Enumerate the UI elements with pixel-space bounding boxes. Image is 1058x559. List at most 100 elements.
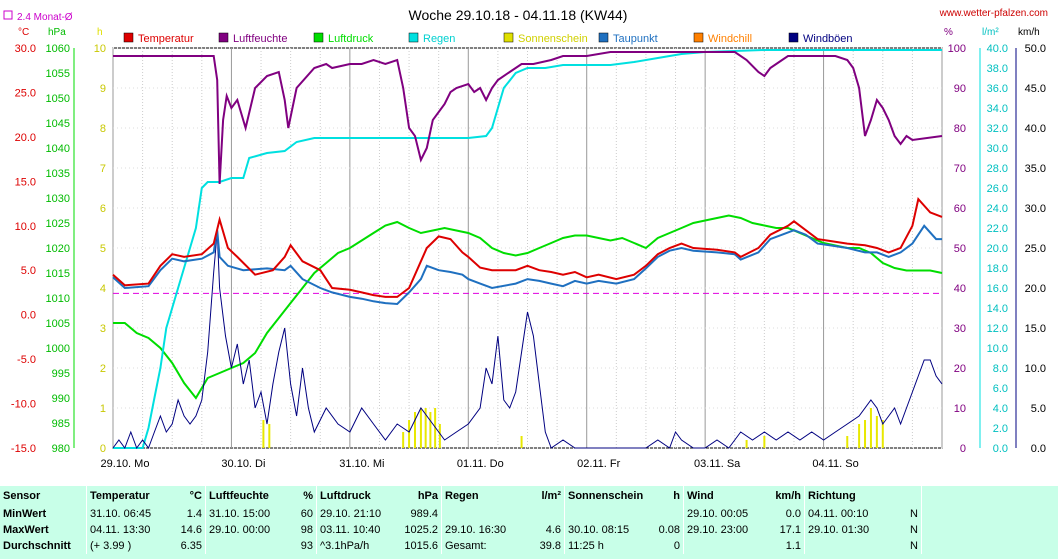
stats-filler [921, 538, 1058, 554]
stats-cell-sun_t [564, 506, 651, 522]
temp-tick: 15.0 [15, 176, 36, 188]
stats-cell-hum_v: 93 [300, 540, 313, 552]
humidity-tick: 10 [954, 403, 966, 415]
legend-swatch-3 [408, 32, 419, 43]
stats-cell-temp_v: 6.35 [180, 540, 202, 552]
sunshine-bar [424, 408, 427, 448]
legend-swatch-2 [313, 32, 324, 43]
temp-unit: °C [18, 27, 29, 38]
stats-cell-dir_t: 04.11. 00:10 [804, 506, 887, 522]
x-tick-label: 02.11. Fr [577, 458, 621, 470]
stats-cell-press_t: ^3.1hPa/h [316, 538, 397, 554]
wind-tick: 45.0 [1025, 83, 1046, 95]
sunshine-bar [520, 436, 523, 448]
stats-cell-wind_t [683, 538, 766, 554]
rain-tick: 40.0 [987, 43, 1008, 55]
rain-tick: 22.0 [987, 223, 1008, 235]
chart-legend: Temperatur Luftfeuchte Luftdruck Regen Sonne… [123, 32, 853, 45]
rain-tick: 26.0 [987, 183, 1008, 195]
stats-cell-sun_v: 0 [673, 540, 680, 552]
temp-tick: 30.0 [15, 43, 36, 55]
wind-tick: 40.0 [1025, 123, 1046, 135]
pressure-tick: 990 [52, 393, 70, 405]
pressure-tick: 1030 [46, 193, 70, 205]
x-tick-label: 03.11. Sa [694, 458, 741, 470]
stats-cell-rain_v: 39.8 [539, 540, 561, 552]
header-direction: Richtung [804, 486, 887, 506]
rain-tick: 0.0 [993, 443, 1008, 455]
sun-unit: h [97, 27, 103, 38]
humidity-tick: 40 [954, 283, 966, 295]
pressure-tick: 1055 [46, 68, 70, 80]
header-direction-spacer [887, 486, 922, 506]
header-rain-unit: l/m² [541, 490, 561, 502]
legend-swatch-1 [218, 32, 229, 43]
sunshine-bars [262, 408, 884, 448]
sun-tick: 4 [100, 283, 106, 295]
stats-cell-wind_t: 29.10. 00:05 [683, 506, 766, 522]
header-temp: Temperatur [86, 486, 175, 506]
header-humidity: Luftfeuchte [205, 486, 290, 506]
stats-cell-hum_t [205, 538, 290, 554]
legend-swatch-6 [693, 32, 704, 43]
stats-cell-wind_v: 17.1 [779, 524, 801, 536]
sunshine-bar [858, 424, 861, 448]
header-sun-unit: h [673, 490, 680, 502]
sun-tick: 8 [100, 123, 106, 135]
temp-tick: -10.0 [11, 399, 36, 411]
stats-filler [921, 522, 1058, 538]
wind-tick: 5.0 [1031, 403, 1046, 415]
temp-tick: 20.0 [15, 132, 36, 144]
sun-tick: 3 [100, 323, 106, 335]
humidity-tick: 100 [948, 43, 966, 55]
legend-swatch-7 [788, 32, 799, 43]
pressure-tick: 995 [52, 368, 70, 380]
sun-tick: 6 [100, 203, 106, 215]
legend-swatch-4 [503, 32, 514, 43]
sunshine-bar [429, 412, 432, 448]
sunshine-bar [864, 420, 867, 448]
rain-tick: 34.0 [987, 103, 1008, 115]
month-avg-label: 2.4 Monat-Ø [17, 12, 73, 23]
header-humidity-unit: % [303, 490, 313, 502]
stats-cell-hum_t: 31.10. 15:00 [205, 506, 290, 522]
sunshine-bar [402, 432, 405, 448]
sun-tick: 5 [100, 243, 106, 255]
legend-swatch-0 [123, 32, 134, 43]
sunshine-bar [881, 420, 884, 448]
sunshine-bar [846, 436, 849, 448]
stats-cell-hum_v: 60 [300, 508, 313, 520]
x-tick-label: 31.10. Mi [339, 458, 384, 470]
wind-tick: 15.0 [1025, 323, 1046, 335]
site-url[interactable]: www.wetter-pfalzen.com [939, 8, 1048, 19]
temp-tick: -15.0 [11, 443, 36, 455]
stats-cell-rain_v: 4.6 [545, 524, 561, 536]
x-tick-label: 04.11. So [812, 458, 858, 470]
humidity-unit: % [944, 27, 953, 38]
pressure-tick: 980 [52, 443, 70, 455]
rain-tick: 36.0 [987, 83, 1008, 95]
wind-tick: 30.0 [1025, 203, 1046, 215]
wind-unit: km/h [1018, 27, 1040, 38]
stats-cell-hum_v: 98 [300, 524, 313, 536]
humidity-tick: 80 [954, 123, 966, 135]
stats-cell-rain_v [526, 506, 565, 522]
sunshine-bar [262, 420, 265, 448]
pressure-tick: 1015 [46, 268, 70, 280]
temp-tick: 0.0 [21, 310, 36, 322]
sunshine-bar [419, 408, 422, 448]
humidity-tick: 90 [954, 83, 966, 95]
rain-unit: l/m² [982, 27, 999, 38]
rain-tick: 12.0 [987, 323, 1008, 335]
stats-cell-wind_v: 0.0 [785, 508, 801, 520]
stats-row: MinWert 31.10. 06:45 1.4 31.10. 15:00 60 29.1… [0, 506, 1058, 522]
legend-label-6: Windchill [708, 33, 752, 45]
rain-tick: 10.0 [987, 343, 1008, 355]
sunshine-bar [745, 440, 748, 448]
legend-swatch-5 [598, 32, 609, 43]
header-temp-unit: °C [189, 490, 202, 502]
x-tick-label: 30.10. Di [221, 458, 265, 470]
pressure-tick: 1005 [46, 318, 70, 330]
pressure-tick: 1010 [46, 293, 70, 305]
stats-cell-temp_v: 14.6 [180, 524, 202, 536]
